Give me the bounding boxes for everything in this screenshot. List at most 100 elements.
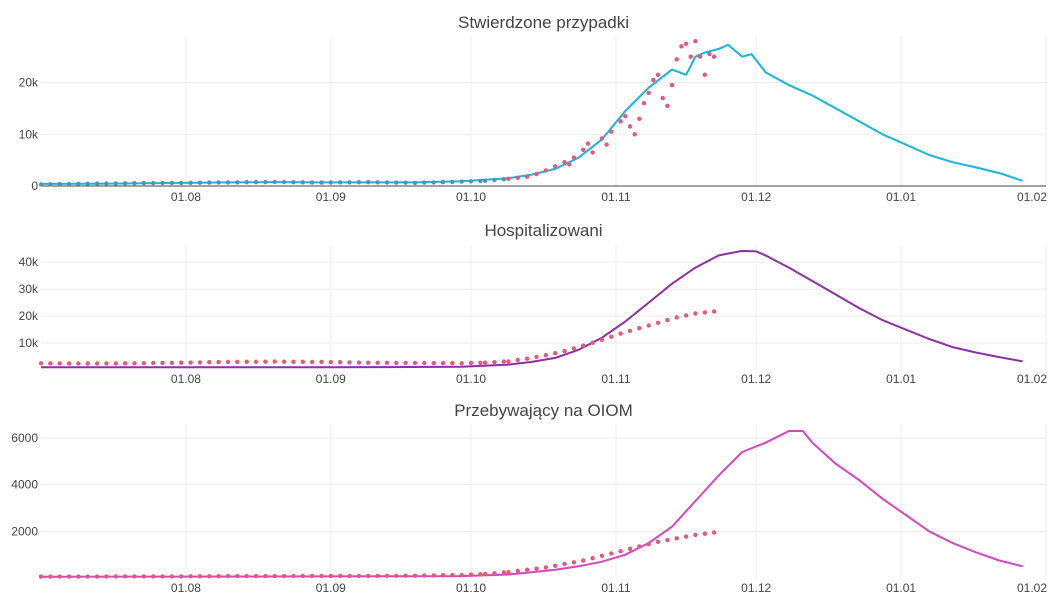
data-point — [375, 180, 380, 185]
data-point — [674, 315, 679, 320]
data-point — [263, 179, 268, 185]
data-point — [253, 359, 259, 364]
data-point — [562, 348, 567, 354]
data-point — [459, 361, 464, 366]
data-point — [711, 309, 717, 314]
data-point — [244, 573, 249, 579]
data-point — [422, 360, 427, 366]
data-point — [57, 574, 62, 579]
y-tick-label: 40k — [19, 255, 39, 269]
data-point — [660, 95, 665, 101]
data-point — [683, 313, 689, 318]
data-point — [113, 361, 119, 366]
data-point — [440, 179, 446, 185]
x-tick-label: 01.08 — [171, 581, 201, 595]
x-tick-label: 01.09 — [316, 190, 346, 204]
data-point — [655, 320, 661, 325]
data-point — [169, 180, 175, 186]
data-point — [646, 542, 651, 547]
data-point — [641, 101, 647, 106]
data-point — [151, 180, 156, 186]
data-point — [281, 573, 287, 579]
x-tick-label: 01.08 — [171, 372, 201, 386]
data-point — [356, 360, 362, 365]
data-point — [113, 574, 119, 579]
data-point — [197, 180, 203, 185]
data-point — [646, 323, 651, 328]
y-tick-label: 10k — [19, 127, 39, 141]
data-point — [122, 361, 128, 366]
data-point — [141, 361, 146, 366]
data-point — [253, 573, 259, 579]
x-tick-label: 01.01 — [886, 581, 916, 595]
data-point — [665, 317, 670, 323]
data-point — [366, 573, 371, 579]
y-tick-label: 10k — [19, 336, 39, 350]
data-point — [637, 544, 642, 549]
data-point — [618, 331, 623, 336]
y-tick-label: 6000 — [11, 431, 38, 445]
data-point — [590, 150, 595, 155]
data-point — [281, 179, 287, 185]
data-point — [422, 180, 427, 185]
data-point — [319, 180, 324, 185]
data-point — [104, 181, 109, 186]
data-point — [459, 179, 464, 184]
data-point — [524, 356, 530, 361]
data-point — [151, 574, 156, 579]
data-point — [604, 142, 609, 147]
data-point — [244, 180, 249, 185]
data-point — [122, 181, 128, 186]
data-point — [646, 90, 651, 96]
data-point — [571, 155, 577, 160]
data-point — [366, 179, 371, 185]
data-point — [543, 353, 548, 358]
data-point — [599, 337, 605, 342]
data-point — [599, 136, 605, 141]
data-point — [48, 182, 53, 187]
data-point — [534, 566, 539, 571]
data-point — [394, 180, 399, 185]
y-tick-label: 2000 — [11, 524, 38, 538]
data-point — [225, 180, 231, 185]
data-point — [431, 180, 436, 185]
data-point — [57, 181, 62, 187]
data-point — [160, 360, 165, 366]
x-tick-label: 01.11 — [601, 190, 630, 204]
data-point — [394, 360, 399, 366]
data-point — [431, 360, 436, 366]
data-point — [403, 360, 408, 366]
data-point — [422, 573, 427, 578]
data-point — [328, 180, 333, 185]
data-point — [468, 360, 474, 366]
x-tick-label: 01.11 — [601, 581, 630, 595]
data-point — [459, 572, 464, 578]
data-point — [85, 361, 90, 366]
data-point — [66, 574, 72, 579]
data-point — [104, 361, 109, 366]
data-point — [478, 178, 483, 184]
data-point — [263, 359, 268, 364]
data-point — [553, 351, 558, 356]
data-point — [384, 180, 390, 185]
data-point — [450, 572, 455, 578]
x-tick-label: 01.10 — [456, 581, 486, 595]
data-point — [272, 179, 277, 185]
data-point — [338, 180, 343, 185]
data-point — [702, 310, 707, 315]
data-point — [207, 574, 212, 579]
data-point — [581, 343, 586, 348]
data-point — [478, 360, 483, 365]
data-point — [188, 574, 193, 579]
data-point — [94, 361, 100, 366]
data-point — [291, 573, 296, 579]
data-point — [450, 361, 455, 366]
data-point — [632, 132, 637, 137]
data-point — [567, 162, 572, 167]
data-point — [48, 574, 53, 579]
data-point — [235, 573, 240, 579]
data-point — [599, 553, 605, 558]
data-point — [309, 573, 315, 579]
